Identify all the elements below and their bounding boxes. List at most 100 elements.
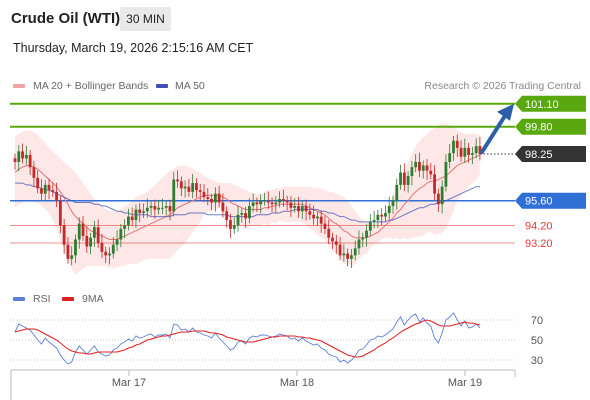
candle-body-105: [410, 167, 414, 177]
price-tag-94.20: 94.20: [525, 220, 553, 232]
candle-body-46: [187, 186, 191, 192]
candle-body-44: [179, 181, 183, 189]
candle-body-117: [455, 140, 459, 148]
candle-body-0: [13, 158, 17, 162]
candle-body-11: [55, 191, 58, 201]
candle-body-18: [81, 223, 85, 236]
candle-body-61: [244, 213, 247, 219]
candle-body-71: [281, 198, 285, 201]
price-tag-95.60: 95.60: [525, 196, 553, 208]
candle-body-111: [433, 174, 436, 194]
candle-body-4: [28, 154, 32, 168]
candle-body-42: [172, 179, 176, 212]
candle-body-103: [402, 172, 406, 185]
candle-body-93: [365, 230, 368, 238]
candle-body-23: [100, 243, 104, 252]
rsi-level-label-30: 30: [531, 355, 543, 367]
timeframe-badge[interactable]: 30 MIN: [120, 7, 171, 31]
candle-body-101: [395, 184, 399, 201]
candle-body-73: [289, 202, 293, 208]
candle-body-98: [384, 213, 387, 217]
candle-body-17: [77, 223, 81, 240]
candle-body-62: [247, 206, 251, 219]
candle-body-50: [202, 191, 206, 198]
candle-body-8: [43, 184, 47, 194]
candle-body-95: [372, 220, 376, 222]
candle-body-19: [85, 235, 89, 247]
forecast-arrow: [479, 103, 514, 155]
candle-body-82: [323, 223, 327, 229]
candle-body-6: [36, 177, 40, 189]
moving-averages: [14, 154, 481, 240]
candle-body-123: [478, 146, 482, 155]
candle-body-104: [406, 176, 410, 185]
price-tags: 101.10 99.80 98.25 95.60 94.20 93.20: [515, 95, 586, 250]
candle-body-14: [66, 244, 70, 259]
candle-body-26: [111, 244, 115, 254]
time-label-2: Mar 19: [448, 377, 482, 389]
candle-body-74: [293, 206, 297, 208]
candle-body-110: [429, 170, 433, 175]
price-tag-bg-99.80: [515, 118, 586, 135]
candle-body-67: [266, 200, 270, 203]
candle-body-86: [338, 244, 342, 256]
candle-body-55: [221, 202, 225, 212]
candle-body-59: [236, 214, 240, 226]
price-tag-99.80: 99.80: [525, 122, 553, 134]
ma50-line: [15, 182, 480, 223]
candle-body-33: [138, 209, 142, 214]
candle-body-28: [119, 228, 123, 240]
rsi-panel: 70 50 30: [10, 312, 543, 367]
candle-body-43: [176, 179, 179, 182]
candle-body-21: [92, 227, 96, 238]
candle-body-84: [331, 237, 334, 242]
candle-body-10: [51, 190, 55, 192]
candle-body-52: [210, 198, 213, 203]
candle-body-83: [327, 228, 331, 238]
rsi-legend-label: RSI: [33, 293, 51, 305]
candle-body-118: [459, 147, 463, 157]
time-axis: Mar 17 Mar 18 Mar 19: [10, 369, 516, 400]
candle-body-24: [104, 251, 108, 256]
candle-body-16: [74, 239, 77, 256]
candle-body-29: [123, 225, 127, 229]
candle-body-57: [229, 220, 232, 229]
candle-body-113: [440, 186, 444, 205]
candle-body-108: [421, 165, 425, 171]
candle-body-92: [361, 237, 365, 240]
candle-body-78: [308, 211, 312, 215]
candle-body-56: [225, 211, 229, 221]
research-credit: Research © 2026 Trading Central: [424, 80, 581, 92]
candle-body-63: [251, 202, 255, 206]
candle-body-70: [278, 198, 281, 203]
candle-body-91: [357, 239, 361, 249]
ma20-legend-label: MA 20 + Bollinger Bands: [33, 80, 149, 92]
candle-body-41: [168, 206, 172, 212]
candle-body-64: [255, 202, 259, 205]
candle-body-9: [47, 184, 51, 191]
candle-body-27: [115, 239, 119, 245]
rsi-level-label-50: 50: [531, 335, 543, 347]
candle-body-90: [353, 248, 357, 256]
rsi-ma-legend-swatch: [62, 297, 74, 301]
candle-body-69: [274, 202, 278, 205]
candle-body-34: [142, 211, 145, 214]
candle-body-68: [270, 202, 274, 205]
ma20-legend-swatch: [13, 84, 25, 88]
price-tag-bg-101.10: [515, 95, 586, 112]
time-label-0: Mar 17: [112, 377, 146, 389]
candle-body-36: [149, 206, 153, 208]
rsi-legend-swatch: [13, 297, 25, 301]
candles: [13, 134, 482, 269]
candle-body-58: [232, 225, 236, 229]
candle-body-13: [62, 225, 66, 245]
candle-body-87: [342, 253, 346, 256]
ma50-legend-label: MA 50: [175, 80, 205, 92]
candle-body-121: [470, 153, 474, 155]
candle-body-39: [161, 207, 164, 209]
candle-body-65: [259, 200, 263, 205]
candle-body-122: [474, 146, 478, 154]
candle-body-119: [463, 147, 467, 157]
timestamp: Thursday, March 19, 2026 2:15:16 AM CET: [13, 41, 254, 55]
